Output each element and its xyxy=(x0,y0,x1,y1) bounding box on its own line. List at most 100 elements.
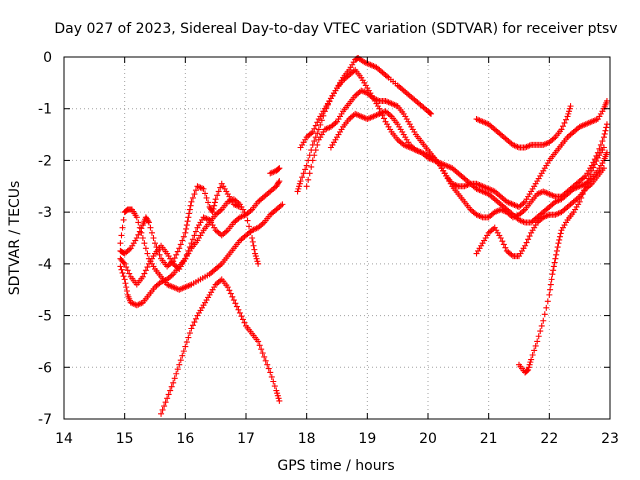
data-point xyxy=(300,170,307,177)
data-point xyxy=(156,251,163,258)
chart-title: Day 027 of 2023, Sidereal Day-to-day VTE… xyxy=(54,21,617,37)
data-point xyxy=(427,110,434,117)
data-point xyxy=(177,241,184,248)
data-point xyxy=(118,232,125,239)
data-point xyxy=(239,316,246,323)
data-point xyxy=(122,280,129,287)
data-point xyxy=(176,361,183,368)
data-point xyxy=(173,251,180,258)
data-point xyxy=(123,288,130,295)
data-point xyxy=(540,317,547,324)
data-point xyxy=(537,328,544,335)
data-point xyxy=(142,245,149,252)
data-point xyxy=(185,247,192,254)
data-point xyxy=(534,338,541,345)
data-point xyxy=(226,287,233,294)
data-point xyxy=(183,222,190,229)
data-point xyxy=(578,194,585,201)
y-tick-label: -7 xyxy=(38,412,52,428)
data-point xyxy=(173,370,180,377)
data-point xyxy=(224,284,231,291)
data-point xyxy=(255,338,262,345)
series-arc-9 xyxy=(303,87,610,221)
data-point xyxy=(230,297,237,304)
data-point xyxy=(203,194,210,201)
data-point xyxy=(168,383,175,390)
data-point xyxy=(200,185,207,192)
data-point xyxy=(428,110,435,117)
data-point xyxy=(171,255,178,262)
data-point xyxy=(582,183,589,190)
data-point xyxy=(551,259,558,266)
series-arc-5 xyxy=(158,276,283,417)
y-tick-label: -3 xyxy=(38,205,52,221)
data-point xyxy=(119,269,126,276)
series-arc-11 xyxy=(473,103,574,151)
data-point xyxy=(531,347,538,354)
data-point xyxy=(135,231,142,238)
data-point xyxy=(314,119,321,126)
data-point xyxy=(557,230,564,237)
y-tick-label: 0 xyxy=(43,50,52,66)
data-point xyxy=(566,105,573,112)
data-point xyxy=(296,183,303,190)
data-point xyxy=(561,119,568,126)
data-point xyxy=(182,229,189,236)
data-point xyxy=(153,244,160,251)
data-point xyxy=(376,105,383,112)
data-point xyxy=(299,174,306,181)
data-point xyxy=(528,356,535,363)
series-arc-6 xyxy=(267,165,283,177)
data-point xyxy=(192,315,199,322)
data-point xyxy=(309,157,316,164)
data-point xyxy=(308,163,315,170)
data-point xyxy=(600,134,607,141)
data-point xyxy=(588,167,595,174)
x-axis-label: GPS time / hours xyxy=(277,458,394,474)
data-point xyxy=(538,322,545,329)
data-point xyxy=(315,126,322,133)
x-tick-label: 14 xyxy=(55,431,73,447)
series-arc-1 xyxy=(117,201,286,293)
data-point xyxy=(133,214,140,221)
grid xyxy=(64,57,610,419)
data-point xyxy=(202,190,209,197)
data-point xyxy=(523,239,530,246)
data-point xyxy=(211,202,218,209)
data-point xyxy=(183,339,190,346)
data-point xyxy=(553,251,560,258)
data-point xyxy=(276,178,283,185)
data-point xyxy=(314,141,321,148)
data-point xyxy=(210,205,217,212)
y-tick-label: -6 xyxy=(38,360,52,376)
data-point xyxy=(133,235,140,241)
data-point xyxy=(177,357,184,364)
x-tick-label: 22 xyxy=(540,431,558,447)
data-point xyxy=(499,238,506,245)
data-point xyxy=(180,233,187,240)
data-point xyxy=(152,240,158,247)
data-point xyxy=(596,145,603,152)
y-tick-label: -5 xyxy=(38,309,52,325)
x-tick-label: 19 xyxy=(358,431,376,447)
data-point xyxy=(212,196,219,203)
data-point xyxy=(123,284,130,291)
data-point xyxy=(191,319,198,326)
data-point xyxy=(564,113,571,120)
data-point xyxy=(179,237,186,244)
data-point xyxy=(253,255,260,262)
data-point xyxy=(120,259,127,266)
data-point xyxy=(117,263,124,270)
data-point xyxy=(603,149,610,156)
data-point xyxy=(265,365,272,372)
data-point xyxy=(170,379,177,386)
data-point xyxy=(174,248,181,255)
data-point xyxy=(312,147,319,154)
data-point xyxy=(186,330,193,337)
data-point xyxy=(233,303,240,310)
data-point xyxy=(553,247,560,254)
data-point xyxy=(250,242,257,249)
data-point xyxy=(527,359,534,366)
data-point xyxy=(581,187,588,194)
